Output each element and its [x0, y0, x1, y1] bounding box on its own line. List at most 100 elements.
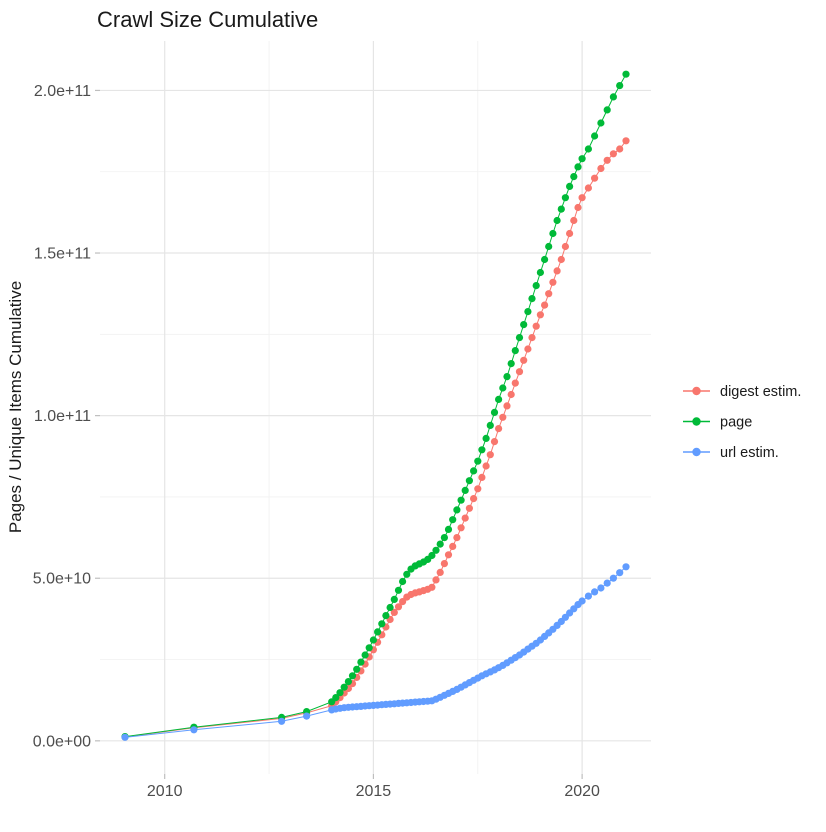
data-point-digest-estim [457, 524, 465, 532]
data-point-digest-estim [436, 568, 444, 577]
y-tick-label: 1.5e+11 [34, 246, 91, 263]
data-point-url-estim [303, 712, 311, 720]
data-point-digest-estim [557, 255, 565, 264]
data-point-page [357, 658, 365, 666]
data-point-page [524, 308, 532, 316]
data-point-page [474, 457, 482, 465]
data-point-page [486, 421, 494, 429]
data-point-digest-estim [465, 504, 473, 512]
data-point-digest-estim [453, 534, 461, 542]
data-point-digest-estim [486, 451, 494, 459]
data-point-page [344, 678, 352, 686]
data-point-digest-estim [549, 278, 557, 286]
data-point-page [616, 82, 624, 90]
data-point-digest-estim [390, 608, 398, 617]
data-point-digest-estim [428, 583, 436, 591]
gridlines-minor [100, 41, 651, 774]
data-point-page [597, 119, 605, 127]
data-point-page [578, 155, 586, 163]
data-point-digest-estim [570, 216, 578, 225]
data-point-digest-estim [449, 542, 457, 551]
data-point-digest-estim [432, 576, 440, 584]
data-point-page [365, 644, 373, 652]
data-point-page [515, 334, 524, 342]
data-point-digest-estim [553, 267, 561, 275]
y-tick-label: 5.0e+10 [33, 571, 91, 588]
data-point-digest-estim [536, 311, 545, 319]
data-series-layer [121, 70, 630, 741]
data-point-page [507, 360, 515, 368]
data-point-page [369, 636, 377, 644]
data-point-page [557, 205, 565, 213]
y-axis-tick-labels: 0.0e+00 5.0e+10 1.0e+11 1.5e+11 2.0e+11 [33, 83, 91, 750]
data-point-page [332, 694, 340, 702]
data-point-url-estim [190, 726, 198, 734]
data-point-page [490, 408, 499, 416]
data-point-digest-estim [394, 603, 403, 611]
data-point-page [541, 255, 549, 264]
data-point-digest-estim [524, 345, 532, 353]
data-point-digest-estim [616, 145, 624, 153]
data-point-digest-estim [541, 301, 549, 309]
data-point-page [584, 145, 593, 153]
data-point-page [465, 477, 473, 485]
data-point-url-estim [278, 717, 286, 725]
data-point-page [553, 216, 561, 225]
data-point-digest-estim [603, 156, 611, 164]
data-point-url-estim [591, 588, 599, 596]
data-point-page [361, 651, 369, 659]
data-point-page [440, 534, 448, 542]
data-point-page [399, 577, 407, 586]
legend-label-digest-estim: digest estim. [720, 384, 801, 400]
data-point-page [457, 496, 465, 504]
data-point-page [348, 672, 357, 680]
data-point-digest-estim [591, 174, 599, 182]
data-point-digest-estim [444, 551, 453, 559]
axis-tick-marks [95, 89, 583, 779]
x-tick-label: 2015 [356, 783, 392, 800]
data-point-digest-estim [584, 184, 593, 192]
data-point-digest-estim [520, 356, 528, 364]
data-point-url-estim [622, 563, 630, 571]
data-point-page [566, 182, 574, 190]
data-point-page [520, 321, 528, 329]
data-point-page [378, 620, 386, 628]
data-point-page [394, 586, 403, 594]
y-tick-label: 1.0e+11 [34, 408, 91, 425]
series-url-estim [121, 563, 630, 741]
data-point-page [532, 282, 540, 290]
data-point-page [390, 595, 398, 604]
data-point-page [561, 194, 570, 202]
data-point-page [453, 506, 461, 514]
data-point-page [470, 467, 478, 475]
data-point-page [499, 384, 507, 392]
legend-label-page: page [720, 415, 752, 431]
data-point-digest-estim [461, 514, 469, 522]
series-digest-estim [121, 137, 630, 741]
data-point-digest-estim [532, 322, 540, 330]
data-point-url-estim [603, 579, 611, 587]
data-point-digest-estim [478, 473, 486, 481]
data-point-url-estim [578, 597, 586, 605]
data-point-page [528, 295, 536, 303]
data-point-page [340, 683, 348, 691]
data-point-page [374, 628, 382, 636]
data-point-page [603, 106, 611, 114]
data-point-digest-estim [545, 290, 553, 298]
data-point-page [591, 132, 599, 140]
data-point-page [549, 229, 557, 238]
data-point-digest-estim [528, 334, 536, 342]
series-page [121, 70, 630, 741]
data-point-page [403, 570, 411, 578]
data-point-digest-estim [597, 164, 605, 173]
data-point-url-estim [616, 569, 624, 577]
gridlines-major [100, 41, 651, 774]
legend-key-point-page [692, 417, 701, 426]
data-point-page [570, 173, 578, 181]
data-point-page [503, 373, 511, 381]
data-point-digest-estim [490, 438, 499, 446]
data-point-page [336, 689, 344, 697]
data-point-digest-estim [474, 485, 482, 493]
